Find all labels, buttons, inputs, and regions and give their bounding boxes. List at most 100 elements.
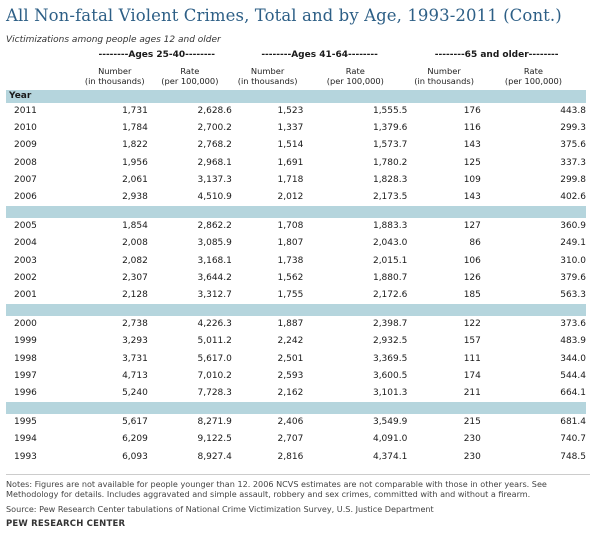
table-cell: 230 (463, 434, 481, 445)
table-cell: 1,828.3 (372, 174, 408, 185)
table-cell: 379.6 (560, 272, 586, 283)
table-cell: 106 (463, 255, 481, 266)
table-cell: 6,093 (122, 451, 148, 462)
table-cell: 2,128 (122, 290, 148, 301)
subheader-number: Number (in thousands) (84, 66, 145, 86)
table-cell: 1,956 (122, 157, 148, 168)
table-cell: 344.0 (560, 353, 586, 364)
table-row: 1995 5,617 8,271.9 2,406 3,549.9 215 681.4 (6, 414, 586, 431)
table-cell: 1,883.3 (372, 221, 408, 232)
table-cell: 1,822 (122, 140, 148, 151)
table-cell: 143 (463, 192, 481, 203)
year-cell: 2004 (14, 238, 37, 249)
table-cell: 3,293 (122, 336, 148, 347)
table-cell: 2,593 (277, 370, 304, 381)
table-row: 2000 2,738 4,226.3 1,887 2,398.7 122 373.6 (6, 316, 586, 333)
table-cell: 1,337 (277, 123, 304, 134)
table-cell: 3,101.3 (372, 388, 408, 399)
group-header-row: --------Ages 25-40-------- --------Ages … (6, 48, 586, 62)
table-cell: 211 (463, 388, 481, 399)
separator-band (6, 402, 586, 415)
table-cell: 157 (463, 336, 481, 347)
table-cell: 5,240 (122, 388, 148, 399)
table-row: 2002 2,307 3,644.2 1,562 1,880.7 126 379.6 (6, 270, 586, 287)
table-cell: 2,938 (122, 192, 148, 203)
year-cell: 2002 (14, 272, 37, 283)
brand-footer: PEW RESEARCH CENTER (6, 519, 126, 530)
table-cell: 2,061 (122, 174, 148, 185)
table-row: 1993 6,093 8,927.4 2,816 4,374.1 230 748.5 (6, 449, 586, 466)
table-row: 1997 4,713 7,010.2 2,593 3,600.5 174 544.4 (6, 368, 586, 385)
table-cell: 748.5 (560, 451, 586, 462)
table-cell: 230 (463, 451, 481, 462)
year-cell: 2009 (14, 140, 37, 151)
table-cell: 4,374.1 (372, 451, 408, 462)
table-cell: 1,718 (277, 174, 304, 185)
table-cell: 544.4 (560, 370, 586, 381)
table-cell: 681.4 (560, 417, 586, 428)
table-cell: 111 (463, 353, 481, 364)
table-row: 2009 1,822 2,768.2 1,514 1,573.7 143 375.6 (6, 137, 586, 154)
table-cell: 215 (463, 417, 481, 428)
table-cell: 2,768.2 (197, 140, 232, 151)
table-cell: 4,091.0 (372, 434, 408, 445)
year-header-row: Year (6, 90, 586, 103)
table-row: 1999 3,293 5,011.2 2,242 2,932.5 157 483.9 (6, 333, 586, 350)
table-row: 2003 2,082 3,168.1 1,738 2,015.1 106 310.0 (6, 253, 586, 270)
page-title: All Non-fatal Violent Crimes, Total and … (6, 6, 562, 25)
subtitle: Victimizations among people ages 12 and … (6, 35, 221, 45)
table-cell: 2,968.1 (197, 157, 232, 168)
table-cell: 2,043.0 (372, 238, 408, 249)
table-cell: 174 (463, 370, 481, 381)
table-cell: 1,784 (122, 123, 148, 134)
table-cell: 116 (463, 123, 481, 134)
table-cell: 2,173.5 (372, 192, 408, 203)
table-row: 2005 1,854 2,862.2 1,708 1,883.3 127 360.9 (6, 218, 586, 235)
table-cell: 2,932.5 (372, 336, 408, 347)
table-cell: 3,600.5 (372, 370, 408, 381)
table-cell: 86 (469, 238, 481, 249)
table-cell: 8,271.9 (197, 417, 232, 428)
year-cell: 1994 (14, 434, 37, 445)
table-cell: 125 (463, 157, 481, 168)
year-cell: 2010 (14, 123, 37, 134)
table-cell: 1,708 (277, 221, 304, 232)
table-cell: 7,010.2 (197, 370, 232, 381)
table-cell: 1,731 (122, 106, 148, 116)
table-cell: 3,369.5 (372, 353, 408, 364)
separator-band (6, 206, 586, 219)
subheader-spacer (6, 62, 82, 90)
table-cell: 664.1 (560, 388, 586, 399)
table-cell: 2,862.2 (197, 221, 232, 232)
table-cell: 1,854 (122, 221, 148, 232)
table-cell: 5,617 (122, 417, 148, 428)
table-row: 2010 1,784 2,700.2 1,337 1,379.6 116 299.3 (6, 120, 586, 137)
table-cell: 360.9 (560, 221, 586, 232)
table-cell: 3,549.9 (372, 417, 408, 428)
table-cell: 2,406 (277, 417, 304, 428)
table-cell: 6,209 (122, 434, 148, 445)
table-row: 1998 3,731 5,617.0 2,501 3,369.5 111 344.0 (6, 351, 586, 368)
year-cell: 2001 (14, 290, 37, 301)
year-cell: 2005 (14, 221, 37, 232)
group-header-ages-25-40: --------Ages 25-40-------- (98, 50, 216, 60)
table-cell: 3,168.1 (197, 255, 232, 266)
year-cell: 2007 (14, 174, 37, 185)
table-cell: 122 (463, 319, 481, 330)
table-cell: 2,172.6 (372, 290, 408, 301)
table-cell: 1,379.6 (372, 123, 408, 134)
table-cell: 9,122.5 (197, 434, 232, 445)
table-body: --------Ages 25-40-------- --------Ages … (6, 48, 586, 466)
table-cell: 563.3 (560, 290, 586, 301)
group-header-65-and-older: --------65 and older-------- (434, 50, 559, 60)
table-row: 2007 2,061 3,137.3 1,718 1,828.3 109 299.8 (6, 172, 586, 189)
year-cell: 2003 (14, 255, 37, 266)
table-cell: 1,523 (277, 106, 304, 116)
table-cell: 1,807 (277, 238, 304, 249)
table-cell: 2,162 (277, 388, 304, 399)
table-cell: 375.6 (560, 140, 586, 151)
table-cell: 299.8 (560, 174, 586, 185)
table-cell: 126 (463, 272, 481, 283)
year-header-label: Year (6, 90, 586, 103)
table-cell: 2,398.7 (372, 319, 408, 330)
